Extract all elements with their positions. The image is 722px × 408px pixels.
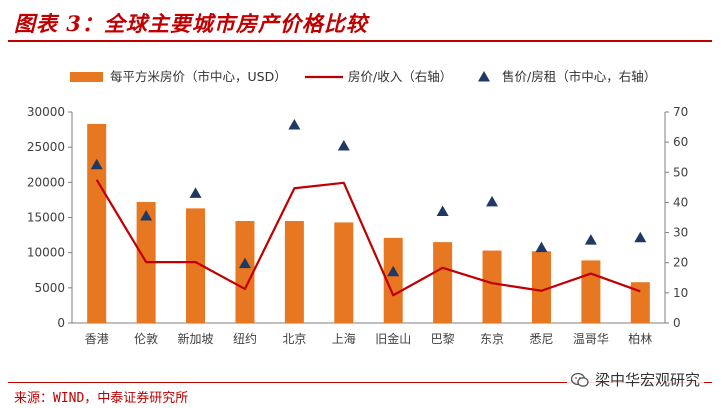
bar: [433, 242, 453, 323]
legend-swatch-bar: [70, 72, 103, 82]
marker-point: [189, 187, 202, 198]
left-y-axis: 0 5000 10000 15000 20000 25000 30000: [27, 105, 73, 330]
bar-series: [87, 123, 650, 323]
x-tick-label: 香港: [85, 332, 109, 346]
marker-point: [337, 140, 350, 151]
bar: [284, 221, 304, 323]
marker-point: [387, 265, 400, 277]
marker-point: [486, 195, 499, 207]
marker-point: [535, 241, 548, 253]
footer-divider: [8, 382, 712, 383]
legend-label-bar: 每平方米房价（市中心，USD）: [110, 69, 287, 84]
legend-label-marker: 售价/房租（市中心，右轴）: [502, 69, 656, 84]
left-tick-label: 20000: [27, 175, 65, 189]
bar: [334, 222, 354, 323]
legend-swatch-marker: [478, 71, 490, 82]
x-tick-label: 温哥华: [573, 332, 609, 346]
x-tick-label: 旧金山: [375, 331, 411, 346]
source-note: 来源：WIND，中泰证券研究所: [14, 391, 189, 406]
marker-point: [90, 158, 103, 170]
right-tick-label: 10: [673, 286, 688, 300]
bar: [383, 237, 403, 323]
x-tick-label: 北京: [282, 332, 306, 346]
x-tick-label: 柏林: [628, 331, 652, 346]
x-tick-label: 上海: [332, 331, 356, 346]
right-tick-label: 0: [673, 316, 681, 330]
legend-label-line: 房价/收入（右轴）: [348, 69, 452, 84]
bar: [531, 251, 551, 323]
chart-title: 图表 3：全球主要城市房产价格比较: [14, 11, 368, 36]
marker-point: [238, 257, 251, 269]
line-path: [95, 179, 641, 297]
right-tick-label: 30: [673, 226, 688, 240]
bar: [235, 221, 255, 323]
marker-point: [288, 118, 301, 130]
right-tick-label: 70: [673, 105, 688, 119]
wechat-icon: [570, 372, 589, 387]
left-tick-label: 10000: [27, 246, 65, 260]
x-tick-label: 新加坡: [178, 331, 214, 346]
marker-point: [436, 205, 449, 216]
marker-point: [140, 209, 153, 221]
x-tick-label: 纽约: [233, 331, 257, 346]
marker-point: [584, 234, 597, 245]
x-tick-label: 伦敦: [134, 331, 158, 346]
left-tick-label: 30000: [27, 105, 65, 119]
bar: [482, 250, 502, 323]
x-tick-label: 东京: [480, 332, 504, 346]
x-tick-label: 悉尼: [529, 332, 553, 346]
right-y-axis: 0 10 20 30 40 50 60 70: [664, 105, 688, 330]
bar: [87, 123, 107, 323]
right-tick-label: 40: [673, 195, 688, 209]
marker-series: [90, 118, 647, 277]
title-divider: [8, 40, 712, 42]
bar: [630, 282, 650, 323]
left-tick-label: 5000: [34, 281, 65, 295]
marker-point: [634, 231, 647, 243]
left-tick-label: 25000: [27, 140, 65, 154]
left-tick-label: 15000: [27, 211, 65, 225]
bar: [186, 208, 206, 323]
left-tick-label: 0: [57, 316, 65, 330]
watermark: 梁中华宏观研究: [566, 367, 704, 392]
x-axis: 香港 伦敦 新加坡 纽约 北京 上海 旧金山 巴黎 东京 悉尼 温哥华 柏林: [72, 322, 665, 346]
watermark-text: 梁中华宏观研究: [594, 371, 700, 389]
bar: [581, 260, 601, 323]
right-tick-label: 50: [673, 165, 688, 179]
right-tick-label: 60: [673, 135, 688, 149]
legend: 每平方米房价（市中心，USD） 房价/收入（右轴） 售价/房租（市中心，右轴）: [70, 69, 656, 84]
right-tick-label: 20: [673, 256, 688, 270]
line-series: [95, 179, 641, 297]
x-tick-label: 巴黎: [431, 332, 455, 346]
